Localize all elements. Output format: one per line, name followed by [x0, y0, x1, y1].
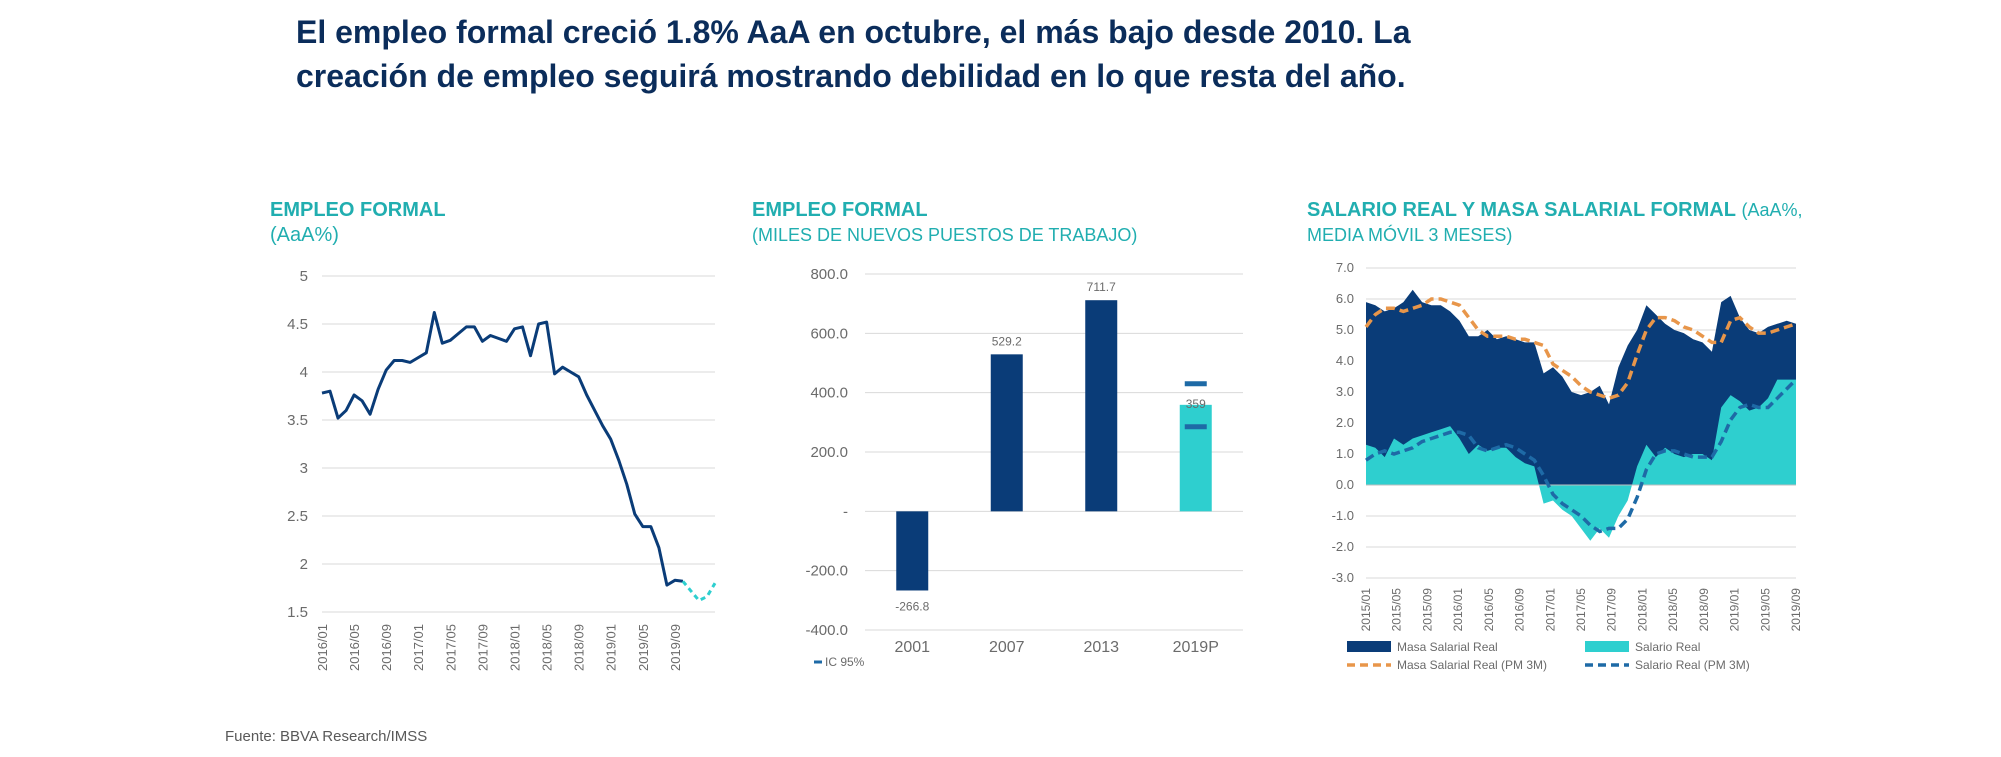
chart2-value-label: 711.7: [1087, 280, 1116, 294]
chart1-x-tick: 2017/01: [411, 624, 426, 671]
chart3-x-tick: 2019/01: [1728, 588, 1742, 632]
chart1-y-tick: 4.5: [287, 316, 308, 333]
chart1-x-tick: 2016/09: [379, 624, 394, 671]
chart3-x-tick: 2016/01: [1451, 588, 1465, 632]
chart3-y-tick: 1.0: [1336, 446, 1354, 461]
headline-line-1: El empleo formal creció 1.8% AaA en octu…: [296, 14, 1411, 50]
chart1-y-tick: 3: [300, 460, 308, 477]
chart3-y-tick: 0.0: [1336, 477, 1354, 492]
chart3-subtitle-part1: (AaA%,: [1741, 200, 1803, 220]
chart3-y-tick: -3.0: [1332, 570, 1354, 585]
chart3-x-tick: 2018/05: [1666, 588, 1680, 632]
headline-line-2: creación de empleo seguirá mostrando deb…: [296, 58, 1406, 94]
chart3-legend-label-salario-pm3m: Salario Real (PM 3M): [1635, 658, 1750, 672]
source-note: Fuente: BBVA Research/IMSS: [225, 728, 428, 745]
chart1-x-tick: 2019/05: [636, 624, 651, 671]
chart1-subtitle: (AaA%): [270, 224, 339, 246]
chart3-x-tick: 2015/01: [1359, 588, 1373, 632]
chart1-x-tick: 2016/01: [315, 624, 330, 671]
chart3-y-tick: 2.0: [1336, 415, 1354, 430]
chart1-series-line: [321, 311, 684, 587]
chart3-x-tick: 2016/09: [1513, 588, 1527, 632]
chart2-value-label: 529.2: [992, 334, 1022, 348]
chart1-title-block: EMPLEO FORMAL (AaA%): [270, 198, 446, 248]
chart3-legend-swatch-salario: [1585, 641, 1629, 652]
chart1-x-tick: 2016/05: [347, 624, 362, 671]
chart3-legend-swatch-masa: [1347, 641, 1391, 652]
chart3-x-tick: 2015/05: [1390, 588, 1404, 632]
chart1-y-tick: 4: [300, 364, 308, 381]
chart1-y-tick: 3.5: [287, 412, 308, 429]
chart1-x-tick: 2019/09: [668, 624, 683, 671]
chart2-y-tick: 200.0: [810, 444, 848, 461]
chart1-x-tick: 2019/01: [604, 624, 619, 671]
chart2-title-block: EMPLEO FORMAL (MILES DE NUEVOS PUESTOS D…: [752, 198, 1137, 248]
chart2-y-tick: -: [843, 503, 848, 520]
chart2-title: EMPLEO FORMAL: [752, 199, 928, 221]
chart2-value-label: 359: [1186, 397, 1206, 411]
chart2-y-tick: -200.0: [805, 563, 848, 580]
chart1-title: EMPLEO FORMAL: [270, 199, 446, 221]
chart3-title-block: SALARIO REAL Y MASA SALARIAL FORMAL (AaA…: [1307, 198, 1867, 248]
chart3-subtitle-part2: MEDIA MÓVIL 3 MESES): [1307, 225, 1513, 245]
chart1-x-tick: 2018/01: [507, 624, 522, 671]
chart3-x-tick: 2019/05: [1758, 588, 1772, 632]
chart1-x-tick: 2018/05: [540, 624, 555, 671]
chart1-y-tick: 1.5: [287, 604, 308, 621]
chart1-x-tick: 2017/09: [475, 624, 490, 671]
chart1-forecast-line: [681, 580, 717, 603]
chart2-bar: [896, 511, 929, 591]
chart3-y-tick: -1.0: [1332, 508, 1354, 523]
chart2-x-tick: 2019P: [1173, 639, 1219, 656]
chart3-y-tick: 6.0: [1336, 291, 1354, 306]
headline: El empleo formal creció 1.8% AaA en octu…: [296, 10, 1676, 98]
chart2-bar: [1179, 404, 1212, 512]
chart3-y-tick: 4.0: [1336, 353, 1354, 368]
chart3-x-tick: 2017/05: [1574, 588, 1588, 632]
chart2-y-tick: 600.0: [810, 325, 848, 342]
chart3-y-tick: 7.0: [1336, 260, 1354, 275]
chart1-y-tick: 5: [300, 268, 308, 285]
chart2-y-tick: 800.0: [810, 266, 848, 283]
chart3-area-masa-salarial: [1366, 289, 1796, 485]
chart3-y-tick: 3.0: [1336, 384, 1354, 399]
chart3-legend-label-masa-pm3m: Masa Salarial Real (PM 3M): [1397, 658, 1547, 672]
chart2-legend-label: IC 95%: [825, 655, 865, 669]
chart1-y-tick: 2: [300, 556, 308, 573]
chart3-line-masa-pm3m: [1364, 297, 1797, 401]
chart2-bar: [1085, 300, 1118, 512]
chart3-line-salario-pm3m: [1365, 378, 1798, 534]
chart2-y-tick: 400.0: [810, 385, 848, 402]
chart2-subtitle: (MILES DE NUEVOS PUESTOS DE TRABAJO): [752, 225, 1138, 245]
chart3-x-tick: 2019/09: [1789, 588, 1803, 632]
chart3-x-tick: 2018/09: [1697, 588, 1711, 632]
chart2-x-tick: 2007: [989, 639, 1025, 656]
chart3-x-tick: 2016/05: [1482, 588, 1496, 632]
chart2-x-tick: 2001: [894, 639, 930, 656]
chart3-x-tick: 2017/01: [1543, 588, 1557, 632]
chart3-title: SALARIO REAL Y MASA SALARIAL FORMAL: [1307, 199, 1736, 221]
chart3-area-salario-real: [1366, 379, 1796, 541]
chart1-x-tick: 2018/09: [572, 624, 587, 671]
chart2-y-tick: -400.0: [805, 622, 848, 639]
chart3-legend-label-masa: Masa Salarial Real: [1397, 640, 1498, 654]
chart3-x-tick: 2015/09: [1420, 588, 1434, 632]
chart3-legend-label-salario: Salario Real: [1635, 640, 1700, 654]
chart2-value-label: -266.8: [895, 599, 929, 613]
chart2-x-tick: 2013: [1083, 639, 1119, 656]
chart1-x-tick: 2017/05: [443, 624, 458, 671]
chart3-subtitle: (AaA%, MEDIA MÓVIL 3 MESES): [1307, 200, 1803, 245]
chart3-y-tick: -2.0: [1332, 539, 1354, 554]
chart1-y-tick: 2.5: [287, 508, 308, 525]
chart2-bar: [990, 354, 1023, 512]
chart3-y-tick: 5.0: [1336, 322, 1354, 337]
chart3-x-tick: 2017/09: [1605, 588, 1619, 632]
chart3-x-tick: 2018/01: [1635, 588, 1649, 632]
